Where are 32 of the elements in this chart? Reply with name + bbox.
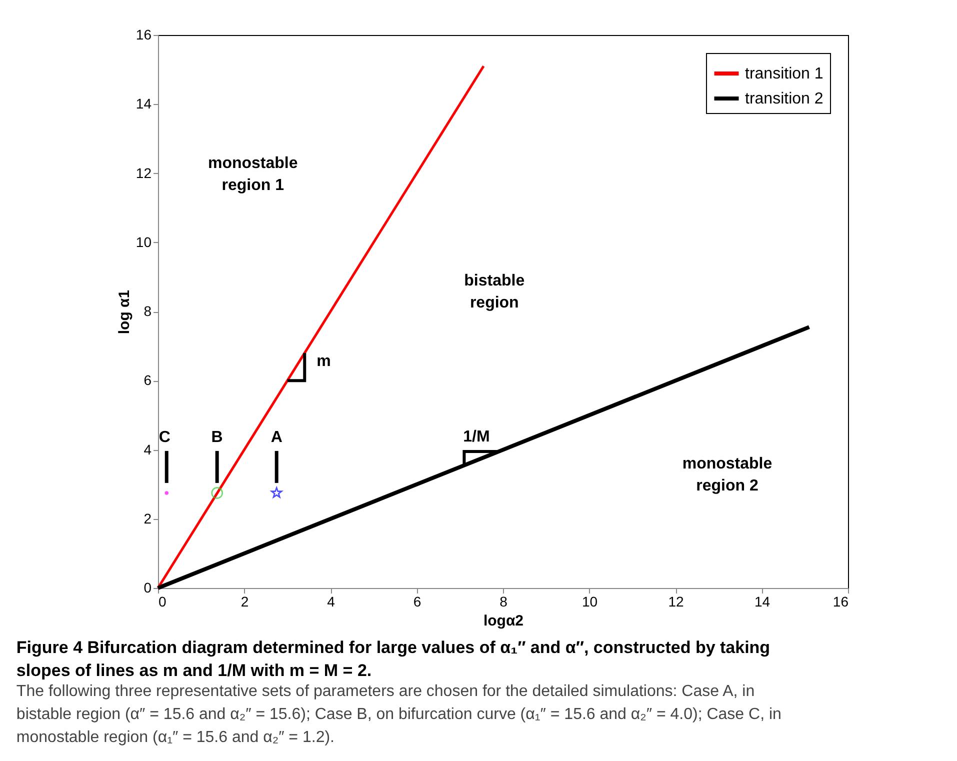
x-tick-label: 14 bbox=[754, 594, 770, 610]
x-tick-label: 12 bbox=[668, 594, 684, 610]
annotation: monostable region 1 bbox=[208, 154, 298, 194]
annotation: m bbox=[316, 352, 331, 370]
annotation: monostable region 2 bbox=[682, 456, 772, 495]
y-axis-title: log α1 bbox=[116, 290, 133, 334]
x-tick-label: 4 bbox=[327, 594, 336, 610]
y-tick-label: 14 bbox=[136, 96, 152, 112]
legend-label: transition 2 bbox=[745, 90, 824, 108]
x-tick-label: 8 bbox=[500, 594, 508, 610]
text: The following three representative sets of parameters are chosen for the detailed simulations: Case A, in bistable region (α″ = 15.6 and α₂″ = 15.6); Case B, on bifurcation curve (α₁″ = 15.6 and α₂″ = 4.0); Case C, in monostable region (α₁″ = 15.6 and α₂″ = 1.2). bbox=[16, 683, 782, 746]
text: Figure 4 Bifurcation diagram determined for large values of α₁″ and α″, constructed by taking slopes of lines as m and 1/M with m = M = 2. bbox=[16, 638, 770, 680]
legend-label: transition 1 bbox=[745, 66, 824, 82]
x-tick-label: 16 bbox=[832, 594, 849, 610]
x-tick-label: 10 bbox=[582, 594, 598, 610]
y-tick-label: 6 bbox=[144, 372, 152, 388]
y-tick-label: 10 bbox=[136, 234, 152, 250]
y-tick-label: 8 bbox=[144, 303, 152, 319]
annotation: B bbox=[211, 428, 223, 446]
y-tick-label: 2 bbox=[144, 510, 152, 526]
annotation: bistable region bbox=[464, 272, 525, 312]
annotation: C bbox=[158, 428, 171, 446]
annotation: 1/M bbox=[463, 428, 490, 446]
y-tick-label: 12 bbox=[136, 164, 152, 181]
y-tick-label: 16 bbox=[136, 26, 152, 42]
x-axis-title: logα2 bbox=[483, 612, 524, 630]
annotation: A bbox=[270, 428, 283, 446]
x-tick-label: 0 bbox=[158, 594, 166, 610]
y-tick-label: 0 bbox=[144, 580, 152, 596]
y-tick-label: 4 bbox=[144, 441, 152, 458]
x-tick-label: 2 bbox=[240, 594, 249, 610]
x-tick-label: 6 bbox=[413, 594, 422, 610]
